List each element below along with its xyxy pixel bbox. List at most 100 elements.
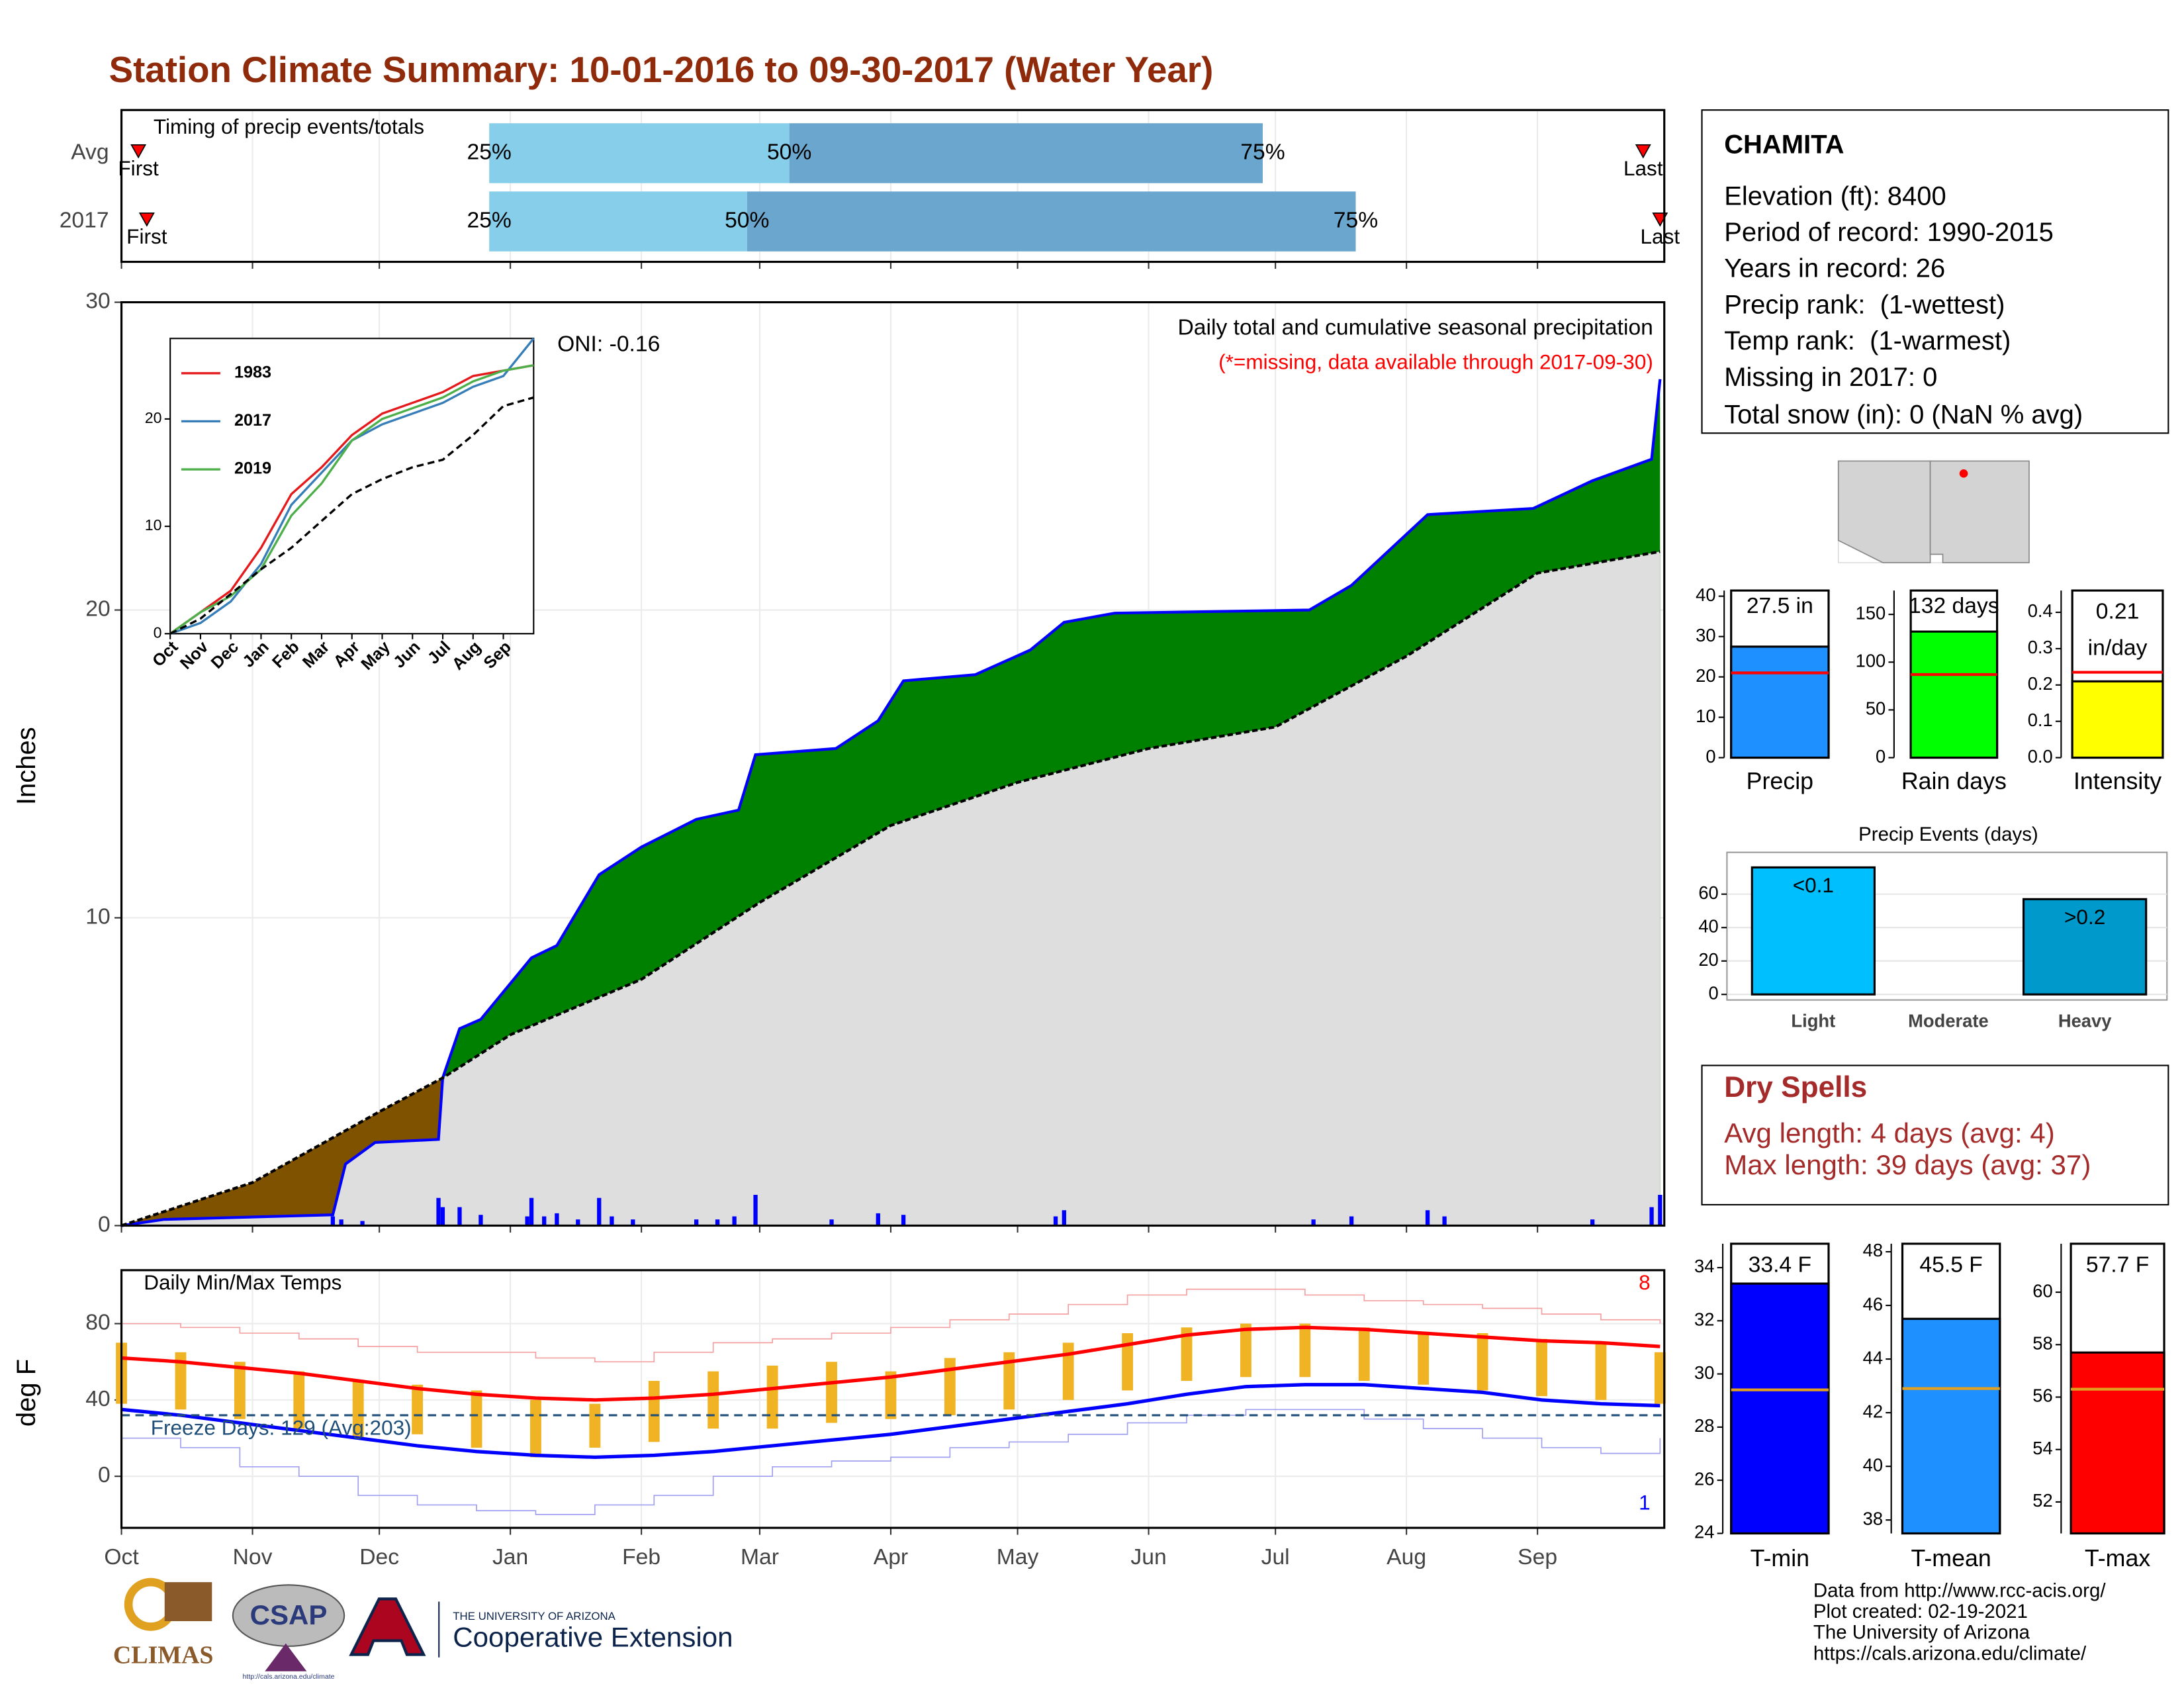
y-tick-label: 0 (1706, 746, 1715, 767)
value-label: 57.7 F (2086, 1252, 2149, 1277)
dry-spells-box (1701, 1064, 2169, 1205)
average-line (120, 550, 1661, 1227)
bar (2022, 898, 2148, 996)
logo-text: CLIMAS (113, 1641, 213, 1669)
dry-spells-line: Max length: 39 days (avg: 37) (1724, 1149, 2091, 1180)
x-tick-label: Jan (492, 1545, 528, 1570)
daily-temp-range (1358, 1327, 1370, 1382)
event-label: First (118, 156, 159, 180)
y-tick-label: 20 (85, 596, 110, 621)
y-tick-label: 0 (98, 1463, 111, 1487)
x-tick-label: T-min (1751, 1545, 1809, 1571)
daily-precip-bar (732, 1216, 737, 1226)
y-tick-label: 32 (1694, 1309, 1714, 1329)
daily-temp-range (589, 1403, 601, 1448)
y-tick-label: 0 (1709, 982, 1719, 1003)
climas-logo: CLIMAS (113, 1577, 213, 1669)
y-tick-label: 38 (1863, 1508, 1883, 1528)
panel-title: Daily total and cumulative seasonal prec… (1177, 315, 1653, 340)
y-tick-label: 0 (1876, 746, 1886, 767)
panel-border (120, 301, 1666, 1227)
daily-precip-bar (1311, 1219, 1316, 1226)
daily-precip-bar (529, 1197, 534, 1226)
dry-spells-title: Dry Spells (1724, 1071, 1867, 1103)
daily-precip-bar (555, 1213, 559, 1226)
bar (1751, 866, 1876, 996)
daily-precip-bar (876, 1213, 880, 1226)
daily-precip-bar (330, 1216, 336, 1226)
csap-logo: CSAP http://cals.arizona.edu/climate (232, 1584, 345, 1681)
daily-temp-range (1181, 1327, 1193, 1382)
y-tick-label: 26 (1694, 1468, 1714, 1489)
x-tick-label: Jun (1130, 1545, 1166, 1570)
y-tick-label: 0 (98, 1212, 111, 1237)
y-tick-label: 40 (1863, 1454, 1883, 1475)
station-line: Missing in 2017: 0 (1724, 363, 1937, 392)
credit-line: https://cals.arizona.edu/climate/ (1813, 1642, 2087, 1664)
daily-precip-bar (360, 1221, 365, 1226)
panel-title: Timing of precip events/totals (154, 115, 424, 138)
daily-precip-bar (457, 1207, 462, 1226)
y-tick-label: 58 (2032, 1333, 2052, 1354)
daily-precip-bar (436, 1197, 441, 1226)
daily-precip-bar (610, 1216, 614, 1226)
daily-temp-range (944, 1358, 956, 1415)
daily-precip-bar (715, 1219, 720, 1226)
bar (1901, 1317, 2001, 1535)
x-tick-label: Feb (622, 1545, 660, 1570)
quartile-label: 25% (467, 140, 512, 164)
y-tick-label: 48 (1863, 1240, 1883, 1260)
value-label: 0.21 (2096, 600, 2140, 624)
x-tick-label: May (997, 1545, 1039, 1570)
map-state (1837, 460, 1931, 563)
daily-temp-range (234, 1362, 246, 1419)
daily-temp-range (412, 1384, 424, 1434)
record-low-count: 1 (1639, 1491, 1651, 1515)
category-label: Avg (71, 140, 109, 164)
event-marker (138, 212, 155, 227)
y-tick-label: 30 (1696, 625, 1715, 645)
credit-line: Data from http://www.rcc-acis.org/ (1813, 1580, 2106, 1602)
logo-text: THE UNIVERSITY OF ARIZONA (453, 1610, 615, 1622)
y-tick-label: 80 (85, 1310, 110, 1335)
quartile-bar (747, 191, 1356, 252)
daily-temp-range (826, 1362, 837, 1423)
x-tick-label: Dec (359, 1545, 399, 1570)
bar (1909, 630, 1999, 759)
x-tick-label: T-mean (1911, 1545, 1991, 1571)
x-tick-label: Apr (874, 1545, 908, 1570)
station-line: Temp rank: (1-warmest) (1724, 326, 2011, 355)
quartile-bar (789, 123, 1263, 183)
panel-border (120, 1269, 1666, 1529)
y-tick-label: 50 (1866, 698, 1886, 719)
daily-temp-range (707, 1371, 719, 1429)
x-tick-label: Jul (1261, 1545, 1290, 1570)
daily-precip-bar (829, 1219, 834, 1226)
y-tick-label: 40 (1698, 915, 1718, 936)
daily-precip-bar (1649, 1207, 1654, 1226)
station-name: CHAMITA (1724, 130, 1844, 159)
y-tick-label: 0.2 (2028, 673, 2053, 694)
x-tick-label: Moderate (1908, 1011, 1989, 1031)
x-tick-label: T-max (2085, 1545, 2150, 1571)
daily-temp-range (1418, 1333, 1430, 1385)
daily-precip-bar (901, 1215, 906, 1226)
daily-temp-range (530, 1399, 541, 1458)
inset-frame (169, 338, 535, 635)
daily-temp-range (1240, 1323, 1251, 1378)
y-tick-label: 20 (1698, 949, 1718, 970)
page-title: Station Climate Summary: 10-01-2016 to 0… (109, 49, 1214, 90)
daily-temp-range (1595, 1342, 1607, 1400)
y-tick-label: 0.3 (2028, 637, 2053, 657)
bar (2071, 680, 2164, 759)
y-tick-label: 52 (2032, 1490, 2052, 1511)
x-tick-label: Nov (233, 1545, 273, 1570)
quartile-label: 50% (725, 208, 769, 232)
daily-precip-bar (1349, 1216, 1354, 1226)
quartile-label: 50% (767, 140, 811, 164)
x-tick-label: Mar (741, 1545, 779, 1570)
y-tick-label: 10 (85, 904, 110, 929)
daily-precip-bar (694, 1219, 699, 1226)
daily-precip-bar (597, 1197, 602, 1226)
